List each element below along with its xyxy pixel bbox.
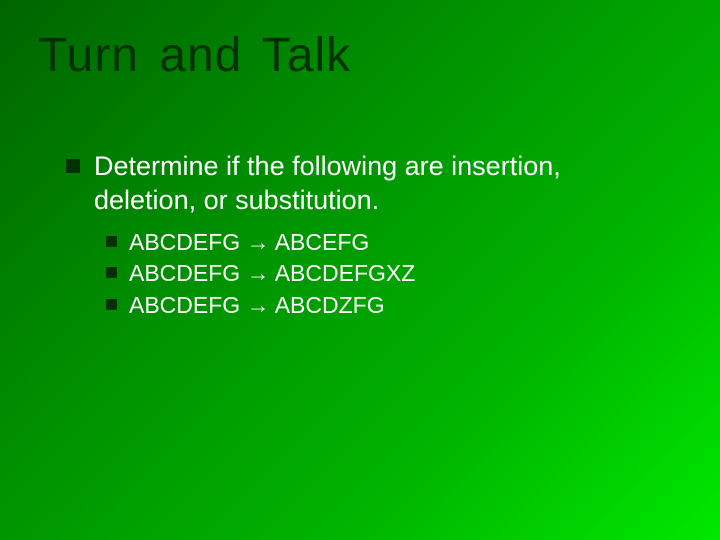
prompt-text: Determine if the following are insertion… [94,150,660,218]
bullet-icon [106,267,117,278]
slide-title: Turn and Talk [38,28,351,83]
list-item: ABCDEFG → ABCDZFG [106,291,660,321]
seq-to: ABCEFG [275,229,370,255]
list-item: ABCDEFG → ABCEFG [106,228,660,258]
arrow-icon: → [247,260,270,286]
arrow-icon: → [247,292,270,318]
examples-list: ABCDEFG → ABCEFG ABCDEFG → ABCDEFGXZ ABC… [106,228,660,322]
slide-content: Determine if the following are insertion… [66,150,660,323]
bullet-icon [106,236,117,247]
seq-from: ABCDEFG [129,292,240,318]
bullet-icon [66,159,80,173]
list-item: ABCDEFG → ABCDEFGXZ [106,259,660,289]
arrow-icon: → [247,229,270,255]
seq-to: ABCDZFG [275,292,385,318]
example-text: ABCDEFG → ABCDEFGXZ [129,259,415,289]
bullet-icon [106,299,117,310]
example-text: ABCDEFG → ABCDZFG [129,291,385,321]
seq-to: ABCDEFGXZ [275,260,416,286]
seq-from: ABCDEFG [129,229,240,255]
slide: Turn and Talk Determine if the following… [0,0,720,540]
seq-from: ABCDEFG [129,260,240,286]
prompt-item: Determine if the following are insertion… [66,150,660,218]
example-text: ABCDEFG → ABCEFG [129,228,369,258]
